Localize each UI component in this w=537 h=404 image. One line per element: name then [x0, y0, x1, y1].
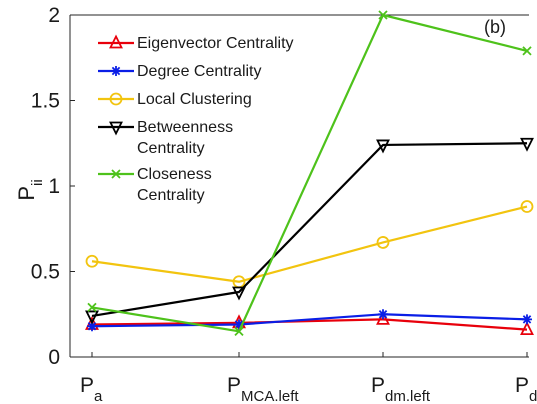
- data-point: [376, 310, 390, 325]
- x-tick-label-main: P: [515, 374, 529, 397]
- data-point: [85, 254, 99, 268]
- data-point: [87, 302, 97, 313]
- legend-label: Centrality: [137, 187, 205, 204]
- data-point: [376, 236, 390, 249]
- x-tick-label: Pdm.left: [371, 374, 431, 404]
- y-tick-label: 1: [48, 175, 60, 198]
- data-point: [85, 310, 99, 325]
- x-tick-label-sub: MCA.left: [241, 388, 299, 404]
- legend-label: Local Clustering: [137, 91, 252, 108]
- series-local-clustering: [85, 200, 534, 289]
- x-tick-label-main: P: [371, 374, 385, 397]
- y-tick-label: 0: [48, 346, 60, 369]
- series-degree-centrality: [87, 309, 532, 332]
- y-axis-label: Pii: [14, 179, 46, 200]
- data-point: [520, 321, 534, 336]
- data-point: [520, 200, 534, 213]
- series-line: [91, 13, 528, 333]
- x-tick-label-sub: a: [94, 388, 103, 404]
- legend-entry: Degree Centrality: [98, 63, 262, 80]
- data-point: [522, 46, 532, 56]
- data-point: [520, 137, 534, 152]
- y-tick-label: 0.5: [31, 261, 60, 284]
- series-line: [91, 313, 528, 328]
- legend-label: Centrality: [137, 140, 205, 157]
- x-tick-label-main: P: [80, 374, 94, 397]
- data-point: [234, 326, 244, 336]
- x-tick-label: PMCA.left: [227, 374, 299, 404]
- series-line: [91, 318, 528, 331]
- x-tick-label: Pd: [515, 374, 537, 404]
- legend-label: Eigenvector Centrality: [137, 35, 294, 52]
- y-axis-label-sub: ii: [29, 179, 46, 186]
- y-axis-label-main: P: [14, 186, 39, 201]
- x-tick-label-sub: dm.left: [385, 388, 431, 404]
- legend-marker: [111, 66, 121, 76]
- legend-entry: Eigenvector Centrality: [98, 34, 294, 52]
- x-tick-label-sub: d: [529, 388, 537, 404]
- legend-marker: [109, 34, 123, 49]
- data-point: [232, 286, 246, 301]
- series-line: [91, 205, 528, 283]
- series-lines: [85, 10, 534, 336]
- legend-marker: [109, 121, 123, 136]
- legend-marker: [109, 92, 123, 106]
- series-line: [91, 142, 528, 318]
- series-closeness-centrality: [87, 10, 532, 336]
- legend-label: Degree Centrality: [137, 63, 262, 80]
- data-point: [522, 314, 532, 325]
- legend-label: Closeness: [137, 166, 212, 183]
- legend-entry: Closeness Centrality: [98, 166, 212, 204]
- data-point: [376, 139, 390, 154]
- legend-label: Betweenness: [137, 119, 233, 136]
- y-tick-label: 1.5: [31, 90, 60, 113]
- x-tick-label-main: P: [227, 374, 241, 397]
- legend-entry: Local Clustering: [98, 91, 252, 108]
- data-point: [234, 319, 244, 330]
- y-tick-label: 2: [48, 4, 60, 27]
- series-betweenness-centrality: [85, 137, 534, 325]
- data-point: [87, 321, 97, 332]
- legend: Eigenvector Centrality Degree Centrality L…: [98, 34, 294, 204]
- x-tick-label: Pa: [80, 374, 103, 404]
- legend-marker: [111, 169, 121, 179]
- data-point: [378, 10, 388, 20]
- panel-label: (b): [484, 17, 506, 37]
- legend-entry: Betweenness Centrality: [98, 119, 233, 157]
- data-point: [378, 309, 388, 320]
